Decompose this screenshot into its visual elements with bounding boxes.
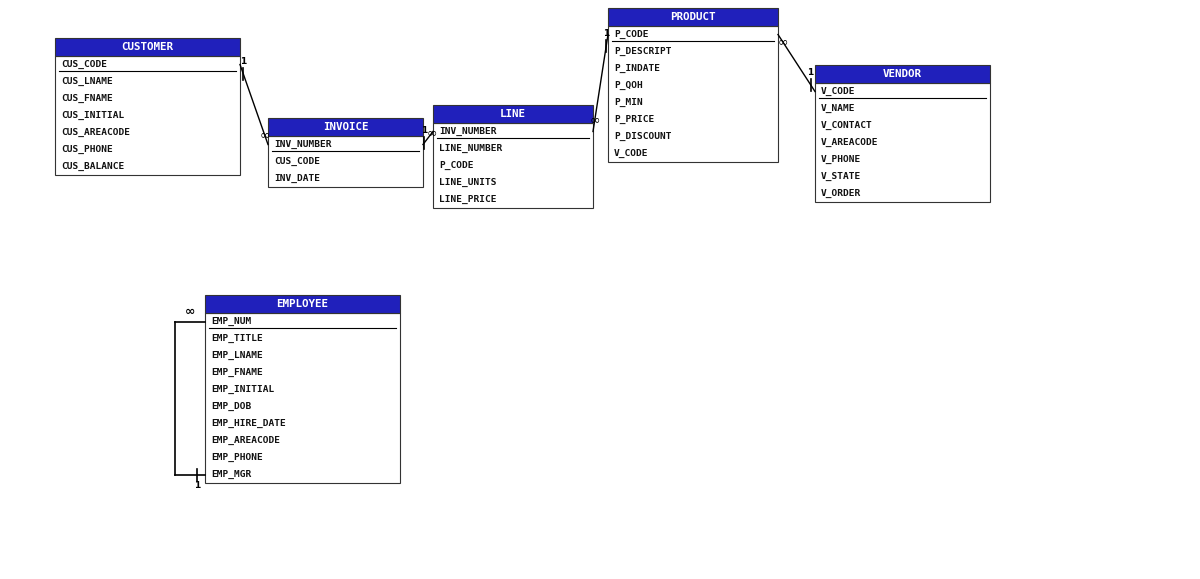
Text: EMPLOYEE: EMPLOYEE xyxy=(276,299,329,309)
Text: ∞: ∞ xyxy=(427,127,437,140)
Text: 1: 1 xyxy=(808,68,814,76)
Text: V_ORDER: V_ORDER xyxy=(821,189,862,198)
Text: VENDOR: VENDOR xyxy=(883,69,922,79)
Bar xyxy=(815,83,990,202)
Bar xyxy=(268,118,424,136)
Text: PRODUCT: PRODUCT xyxy=(671,12,715,22)
Text: LINE_UNITS: LINE_UNITS xyxy=(439,178,497,187)
Text: CUS_LNAME: CUS_LNAME xyxy=(61,77,113,86)
Text: INV_NUMBER: INV_NUMBER xyxy=(274,140,331,149)
Text: P_QOH: P_QOH xyxy=(614,81,643,90)
Text: INV_DATE: INV_DATE xyxy=(274,174,320,183)
Text: CUS_CODE: CUS_CODE xyxy=(61,60,107,69)
Bar xyxy=(433,123,593,208)
Text: P_CODE: P_CODE xyxy=(614,30,648,39)
Text: EMP_MGR: EMP_MGR xyxy=(211,470,251,479)
Text: 1: 1 xyxy=(421,126,427,135)
Text: EMP_DOB: EMP_DOB xyxy=(211,402,251,411)
Text: EMP_LNAME: EMP_LNAME xyxy=(211,351,263,360)
Text: LINE_PRICE: LINE_PRICE xyxy=(439,195,497,204)
Text: EMP_TITLE: EMP_TITLE xyxy=(211,334,263,343)
Text: EMP_INITIAL: EMP_INITIAL xyxy=(211,385,275,394)
Text: LINE: LINE xyxy=(500,109,526,119)
Text: CUSTOMER: CUSTOMER xyxy=(121,42,174,52)
Bar xyxy=(205,295,400,313)
Text: EMP_NUM: EMP_NUM xyxy=(211,317,251,326)
Text: INVOICE: INVOICE xyxy=(323,122,368,132)
Bar xyxy=(608,26,778,162)
Text: V_CONTACT: V_CONTACT xyxy=(821,121,872,130)
Text: CUS_INITIAL: CUS_INITIAL xyxy=(61,111,125,120)
Text: V_CODE: V_CODE xyxy=(821,87,856,96)
Text: EMP_PHONE: EMP_PHONE xyxy=(211,453,263,462)
Text: V_STATE: V_STATE xyxy=(821,172,862,181)
Text: CUS_PHONE: CUS_PHONE xyxy=(61,145,113,154)
Text: CUS_AREACODE: CUS_AREACODE xyxy=(61,128,130,137)
Text: P_MIN: P_MIN xyxy=(614,98,643,107)
Text: INV_NUMBER: INV_NUMBER xyxy=(439,127,497,136)
Text: V_PHONE: V_PHONE xyxy=(821,155,862,164)
Text: ∞: ∞ xyxy=(589,113,600,126)
Bar xyxy=(815,65,990,83)
Text: V_CODE: V_CODE xyxy=(614,149,648,158)
Text: CUS_FNAME: CUS_FNAME xyxy=(61,94,113,103)
Bar xyxy=(268,136,424,187)
Text: CUS_BALANCE: CUS_BALANCE xyxy=(61,162,125,171)
Bar xyxy=(608,8,778,26)
Text: ∞: ∞ xyxy=(778,35,787,48)
Text: P_CODE: P_CODE xyxy=(439,161,474,170)
Bar xyxy=(205,313,400,483)
Bar xyxy=(433,105,593,123)
Text: EMP_AREACODE: EMP_AREACODE xyxy=(211,436,280,445)
Bar xyxy=(55,38,240,56)
Text: P_PRICE: P_PRICE xyxy=(614,115,654,124)
Text: ∞: ∞ xyxy=(259,129,270,141)
Text: EMP_HIRE_DATE: EMP_HIRE_DATE xyxy=(211,419,286,428)
Text: CUS_CODE: CUS_CODE xyxy=(274,157,320,166)
Text: V_NAME: V_NAME xyxy=(821,104,856,113)
Text: P_INDATE: P_INDATE xyxy=(614,64,660,73)
Text: EMP_FNAME: EMP_FNAME xyxy=(211,368,263,377)
Text: LINE_NUMBER: LINE_NUMBER xyxy=(439,144,503,153)
Text: P_DESCRIPT: P_DESCRIPT xyxy=(614,47,672,56)
Text: 1: 1 xyxy=(604,29,610,38)
Text: 1: 1 xyxy=(240,57,246,66)
Bar xyxy=(55,56,240,175)
Text: 1: 1 xyxy=(194,482,200,490)
Text: P_DISCOUNT: P_DISCOUNT xyxy=(614,132,672,141)
Text: ∞: ∞ xyxy=(185,306,196,318)
Text: V_AREACODE: V_AREACODE xyxy=(821,138,878,147)
